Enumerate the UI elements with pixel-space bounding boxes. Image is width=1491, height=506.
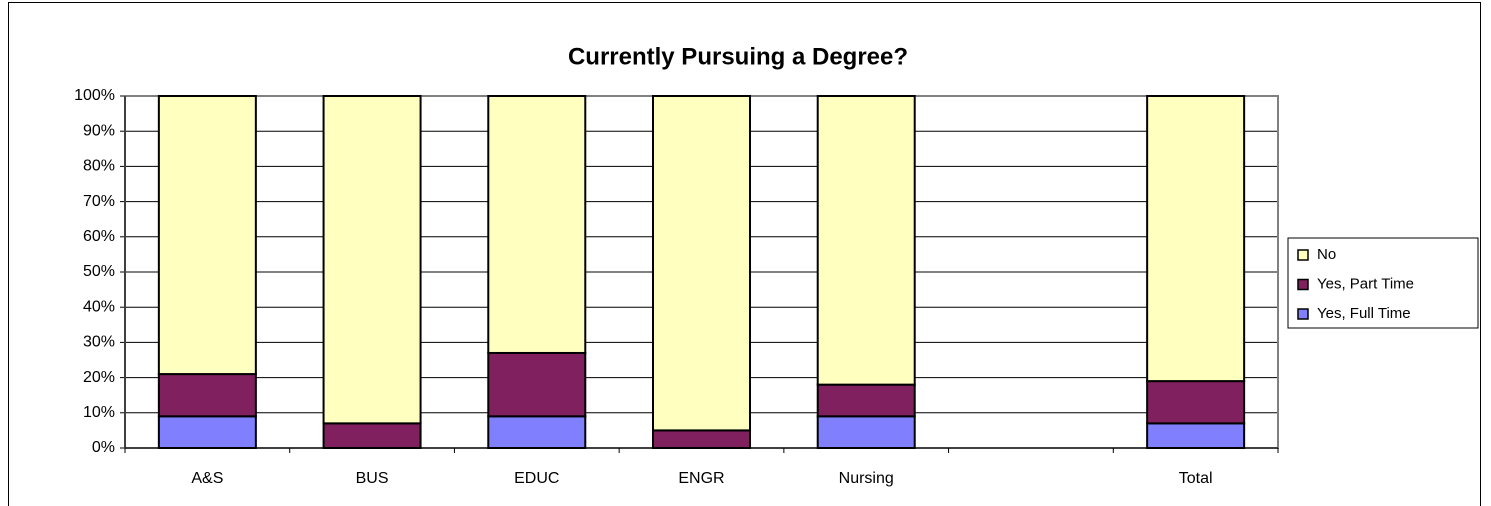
- bar-segment: [1146, 95, 1246, 383]
- y-tick-label: 90%: [83, 122, 115, 139]
- bar-segment: [487, 351, 587, 418]
- bar-segment: [322, 422, 422, 449]
- bar-segment: [157, 415, 257, 450]
- bar-segment: [157, 373, 257, 418]
- legend-swatch: [1297, 278, 1309, 291]
- y-tick-label: 40%: [83, 298, 115, 315]
- y-tick-label: 100%: [74, 87, 115, 104]
- x-tick-label: A&S: [191, 470, 223, 487]
- legend-label: Yes, Full Time: [1317, 305, 1411, 322]
- y-tick-label: 0%: [92, 439, 115, 456]
- legend-label: No: [1317, 246, 1336, 263]
- x-tick-label: Total: [1179, 470, 1213, 487]
- bar-segment: [652, 95, 751, 432]
- legend-swatch: [1297, 249, 1309, 261]
- y-tick-label: 20%: [83, 369, 115, 386]
- bar-segment: [816, 95, 916, 386]
- legend-label: Yes, Part Time: [1317, 275, 1414, 292]
- y-tick-label: 30%: [83, 334, 115, 351]
- bar-segment: [1146, 380, 1246, 425]
- legend-swatch: [1297, 308, 1309, 320]
- y-tick-label: 80%: [83, 158, 115, 175]
- x-tick-label: Nursing: [839, 470, 894, 487]
- y-tick-label: 70%: [83, 193, 115, 210]
- y-tick-label: 10%: [83, 404, 115, 421]
- x-tick-label: EDUC: [514, 470, 559, 487]
- bar-segment: [1146, 422, 1246, 449]
- bar-segment: [157, 95, 257, 376]
- legend-box: [1287, 237, 1479, 329]
- bar-segment: [652, 429, 751, 449]
- bar-segment: [487, 95, 587, 354]
- y-tick-label: 60%: [83, 228, 115, 245]
- bar-segment: [487, 415, 587, 450]
- bar-segment: [816, 383, 916, 418]
- y-tick-label: 50%: [83, 263, 115, 280]
- bar-segment: [816, 415, 916, 450]
- bar-segment: [322, 95, 422, 425]
- x-tick-label: ENGR: [678, 470, 724, 487]
- chart-title: Currently Pursuing a Degree?: [568, 43, 908, 70]
- x-tick-label: BUS: [356, 470, 389, 487]
